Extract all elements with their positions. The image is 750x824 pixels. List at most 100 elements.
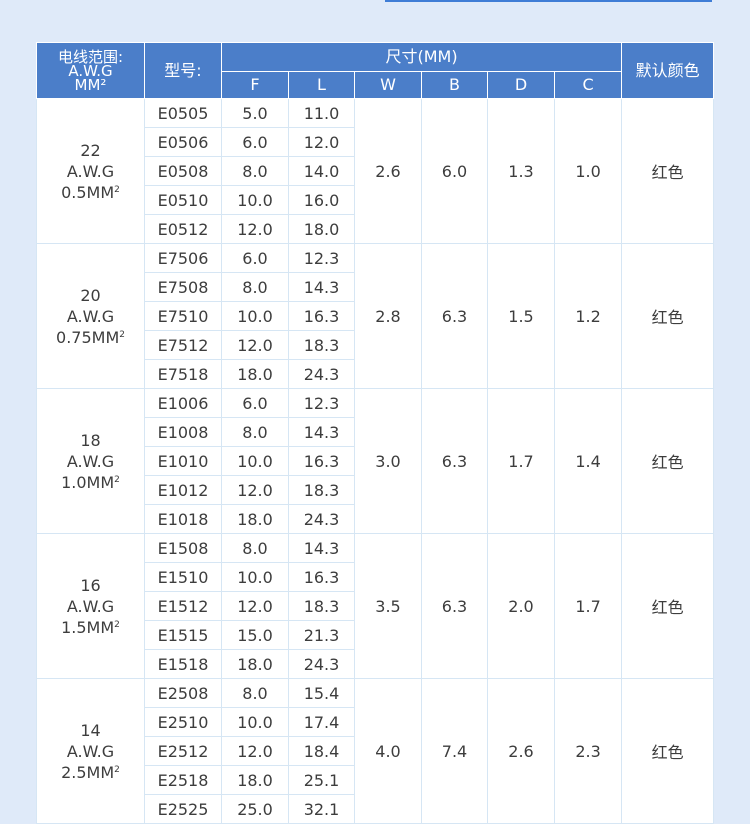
table-row: E1008 8.0 14.3 <box>37 417 714 447</box>
table-row: E2518 18.0 25.1 <box>37 765 714 795</box>
w-cell: 3.0 <box>354 388 422 534</box>
l-cell: 16.3 <box>288 446 355 476</box>
l-cell: 14.3 <box>288 417 355 447</box>
f-cell: 10.0 <box>221 562 289 592</box>
wire-area-superscript: 2 <box>114 474 120 485</box>
f-cell: 18.0 <box>221 504 289 534</box>
f-cell: 18.0 <box>221 649 289 679</box>
model-cell: E1508 <box>144 533 222 563</box>
model-cell: E7508 <box>144 272 222 302</box>
model-cell: E1510 <box>144 562 222 592</box>
table-row: E7512 12.0 18.3 <box>37 330 714 360</box>
table-row: E1518 18.0 24.3 <box>37 649 714 679</box>
f-cell: 5.0 <box>221 98 289 128</box>
wire-awg: A.W.G <box>66 451 115 471</box>
header-wire-range: 电线范围: A.W.G MM² <box>36 42 145 99</box>
wire-area-superscript: 2 <box>114 184 120 195</box>
model-cell: E0506 <box>144 127 222 157</box>
f-cell: 6.0 <box>221 388 289 418</box>
wire-gauge: 20 <box>80 285 101 305</box>
wire-gauge: 14 <box>80 720 101 740</box>
l-cell: 12.3 <box>288 243 355 273</box>
wire-range-cell: 14 A.W.G 2.5MM2 <box>36 678 145 824</box>
model-cell: E7510 <box>144 301 222 331</box>
f-cell: 10.0 <box>221 185 289 215</box>
color-cell: 红色 <box>621 678 715 824</box>
table-row: 16 A.W.G 1.5MM2 E1508 8.0 14.3 3.5 6.3 2.0 1.7 红色 <box>36 533 715 679</box>
model-cell: E1515 <box>144 620 222 650</box>
color-cell: 红色 <box>621 388 715 534</box>
table-row: E1510 10.0 16.3 <box>37 562 714 592</box>
model-cell: E2510 <box>144 707 222 737</box>
d-cell: 1.5 <box>487 243 555 389</box>
wire-area-value: 1.0MM <box>61 472 115 492</box>
table-row: E0506 6.0 12.0 <box>37 127 714 157</box>
l-cell: 14.3 <box>288 272 355 302</box>
model-cell: E0505 <box>144 98 222 128</box>
l-cell: 12.3 <box>288 388 355 418</box>
l-cell: 32.1 <box>288 794 355 824</box>
model-cell: E7512 <box>144 330 222 360</box>
f-cell: 25.0 <box>221 794 289 824</box>
wire-area: 1.5MM2 <box>37 617 144 638</box>
c-cell: 1.7 <box>553 533 623 679</box>
b-cell: 7.4 <box>421 678 488 824</box>
f-cell: 12.0 <box>221 475 289 505</box>
wire-gauge: 16 <box>80 575 101 595</box>
table-row: E1012 12.0 18.3 <box>37 475 714 505</box>
l-cell: 16.0 <box>288 185 355 215</box>
header-range-line1: 电线范围: <box>57 47 124 66</box>
c-cell: 1.0 <box>553 98 623 244</box>
l-cell: 14.3 <box>288 533 355 563</box>
l-cell: 18.3 <box>288 475 355 505</box>
w-cell: 3.5 <box>354 533 422 679</box>
table-row: E7508 8.0 14.3 <box>37 272 714 302</box>
header-dimensions: 尺寸(MM) <box>220 42 623 72</box>
f-cell: 8.0 <box>221 533 289 563</box>
spec-table-body: 22 A.W.G 0.5MM2 E0505 5.0 11.0 2.6 6.0 1.3 1.0 红色 E… <box>36 98 715 824</box>
color-cell: 红色 <box>621 98 715 244</box>
f-cell: 8.0 <box>221 417 289 447</box>
header-default-color: 默认颜色 <box>621 42 715 99</box>
table-row: 18 A.W.G 1.0MM2 E1006 6.0 12.3 3.0 6.3 1.7 1.4 红色 <box>36 388 715 534</box>
l-cell: 18.3 <box>288 591 355 621</box>
l-cell: 21.3 <box>288 620 355 650</box>
l-cell: 16.3 <box>288 301 355 331</box>
table-row: E2512 12.0 18.4 <box>37 736 714 766</box>
f-cell: 6.0 <box>221 127 289 157</box>
d-cell: 2.0 <box>487 533 555 679</box>
table-row: E0512 12.0 18.0 <box>37 214 714 244</box>
wire-awg: A.W.G <box>66 596 115 616</box>
wire-awg: A.W.G <box>66 161 115 181</box>
table-row: 20 A.W.G 0.75MM2 E7506 6.0 12.3 2.8 6.3 1.5 1.2 红色 <box>36 243 715 389</box>
model-cell: E2518 <box>144 765 222 795</box>
model-cell: E1008 <box>144 417 222 447</box>
model-cell: E7506 <box>144 243 222 273</box>
l-cell: 24.3 <box>288 504 355 534</box>
model-cell: E1518 <box>144 649 222 679</box>
color-cell: 红色 <box>621 533 715 679</box>
f-cell: 10.0 <box>221 707 289 737</box>
f-cell: 18.0 <box>221 765 289 795</box>
wire-area: 1.0MM2 <box>37 472 144 493</box>
header-col-f: F <box>221 71 289 99</box>
model-cell: E1512 <box>144 591 222 621</box>
model-cell: E1018 <box>144 504 222 534</box>
header-range-line2: A.W.G <box>68 61 113 80</box>
l-cell: 17.4 <box>288 707 355 737</box>
c-cell: 1.2 <box>553 243 623 389</box>
f-cell: 8.0 <box>221 678 289 708</box>
l-cell: 12.0 <box>288 127 355 157</box>
model-cell: E1012 <box>144 475 222 505</box>
b-cell: 6.3 <box>421 533 488 679</box>
wire-awg: A.W.G <box>66 306 115 326</box>
f-cell: 18.0 <box>221 359 289 389</box>
f-cell: 12.0 <box>221 736 289 766</box>
header-col-w: W <box>354 71 422 99</box>
f-cell: 15.0 <box>221 620 289 650</box>
wire-area-superscript: 2 <box>119 329 125 340</box>
w-cell: 4.0 <box>354 678 422 824</box>
model-cell: E2512 <box>144 736 222 766</box>
table-row: E1515 15.0 21.3 <box>37 620 714 650</box>
wire-area-superscript: 2 <box>114 619 120 630</box>
